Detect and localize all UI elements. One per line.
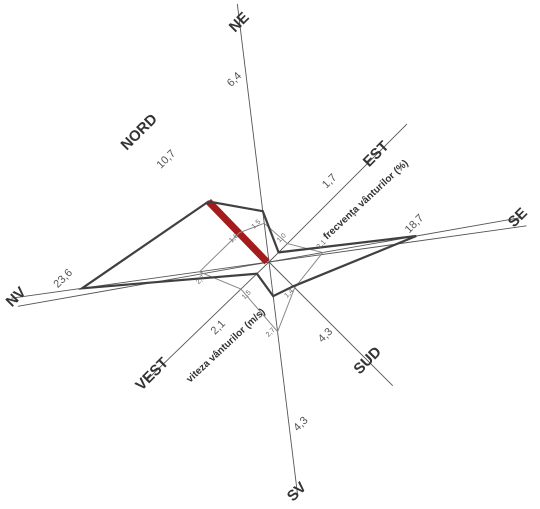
- axes-layer: [11, 3, 527, 496]
- frequency-label-sv: 4,3: [291, 415, 310, 434]
- speed-label-vest: 1,5: [241, 289, 253, 301]
- speed-label-se: 2,1: [316, 239, 328, 251]
- direction-label-ne: NE: [226, 9, 253, 36]
- frequency-label-nord: 10,7: [155, 148, 179, 172]
- frequency-label-ne: 6,4: [225, 70, 244, 89]
- axis-sv: [268, 261, 299, 496]
- speed-label-est: 1,0: [276, 232, 288, 244]
- axis-ne: [236, 3, 270, 263]
- speed-label-nv: 2,7: [195, 274, 207, 286]
- direction-label-est: EST: [360, 138, 393, 171]
- direction-label-vest: VEST: [132, 354, 172, 394]
- series-line-frequency: [77, 200, 417, 298]
- axis-sud: [268, 261, 394, 387]
- direction-label-se: SE: [505, 205, 531, 231]
- direction-label-nv: NV: [3, 284, 30, 311]
- frequency-axis-title: frecvența vânturilor (%): [322, 158, 411, 242]
- direction-label-nord: NORD: [118, 110, 161, 153]
- direction-label-sv: SV: [284, 479, 310, 505]
- speed-label-sv: 2,7: [265, 327, 277, 339]
- frequency-label-vest: 2,1: [209, 318, 228, 337]
- speed-label-ne: 1,5: [251, 219, 263, 231]
- axis-vest: [146, 261, 270, 381]
- axis-est: [268, 123, 408, 263]
- frequency-label-nv: 23,6: [51, 267, 75, 291]
- highlight-layer: [205, 199, 270, 265]
- speed-label-nord: 1,6: [228, 232, 240, 244]
- speed-label-sud: 1,4: [283, 288, 295, 300]
- frequency-layer: [77, 200, 417, 298]
- frequency-label-se: 18,7: [403, 212, 427, 236]
- frequency-label-sud: 4,3: [316, 326, 335, 345]
- bar-nord-dominant-wind: [205, 199, 270, 265]
- frequency-label-est: 1,7: [320, 172, 339, 191]
- speed-axis-title: viteza vânturilor (m/s): [185, 307, 268, 386]
